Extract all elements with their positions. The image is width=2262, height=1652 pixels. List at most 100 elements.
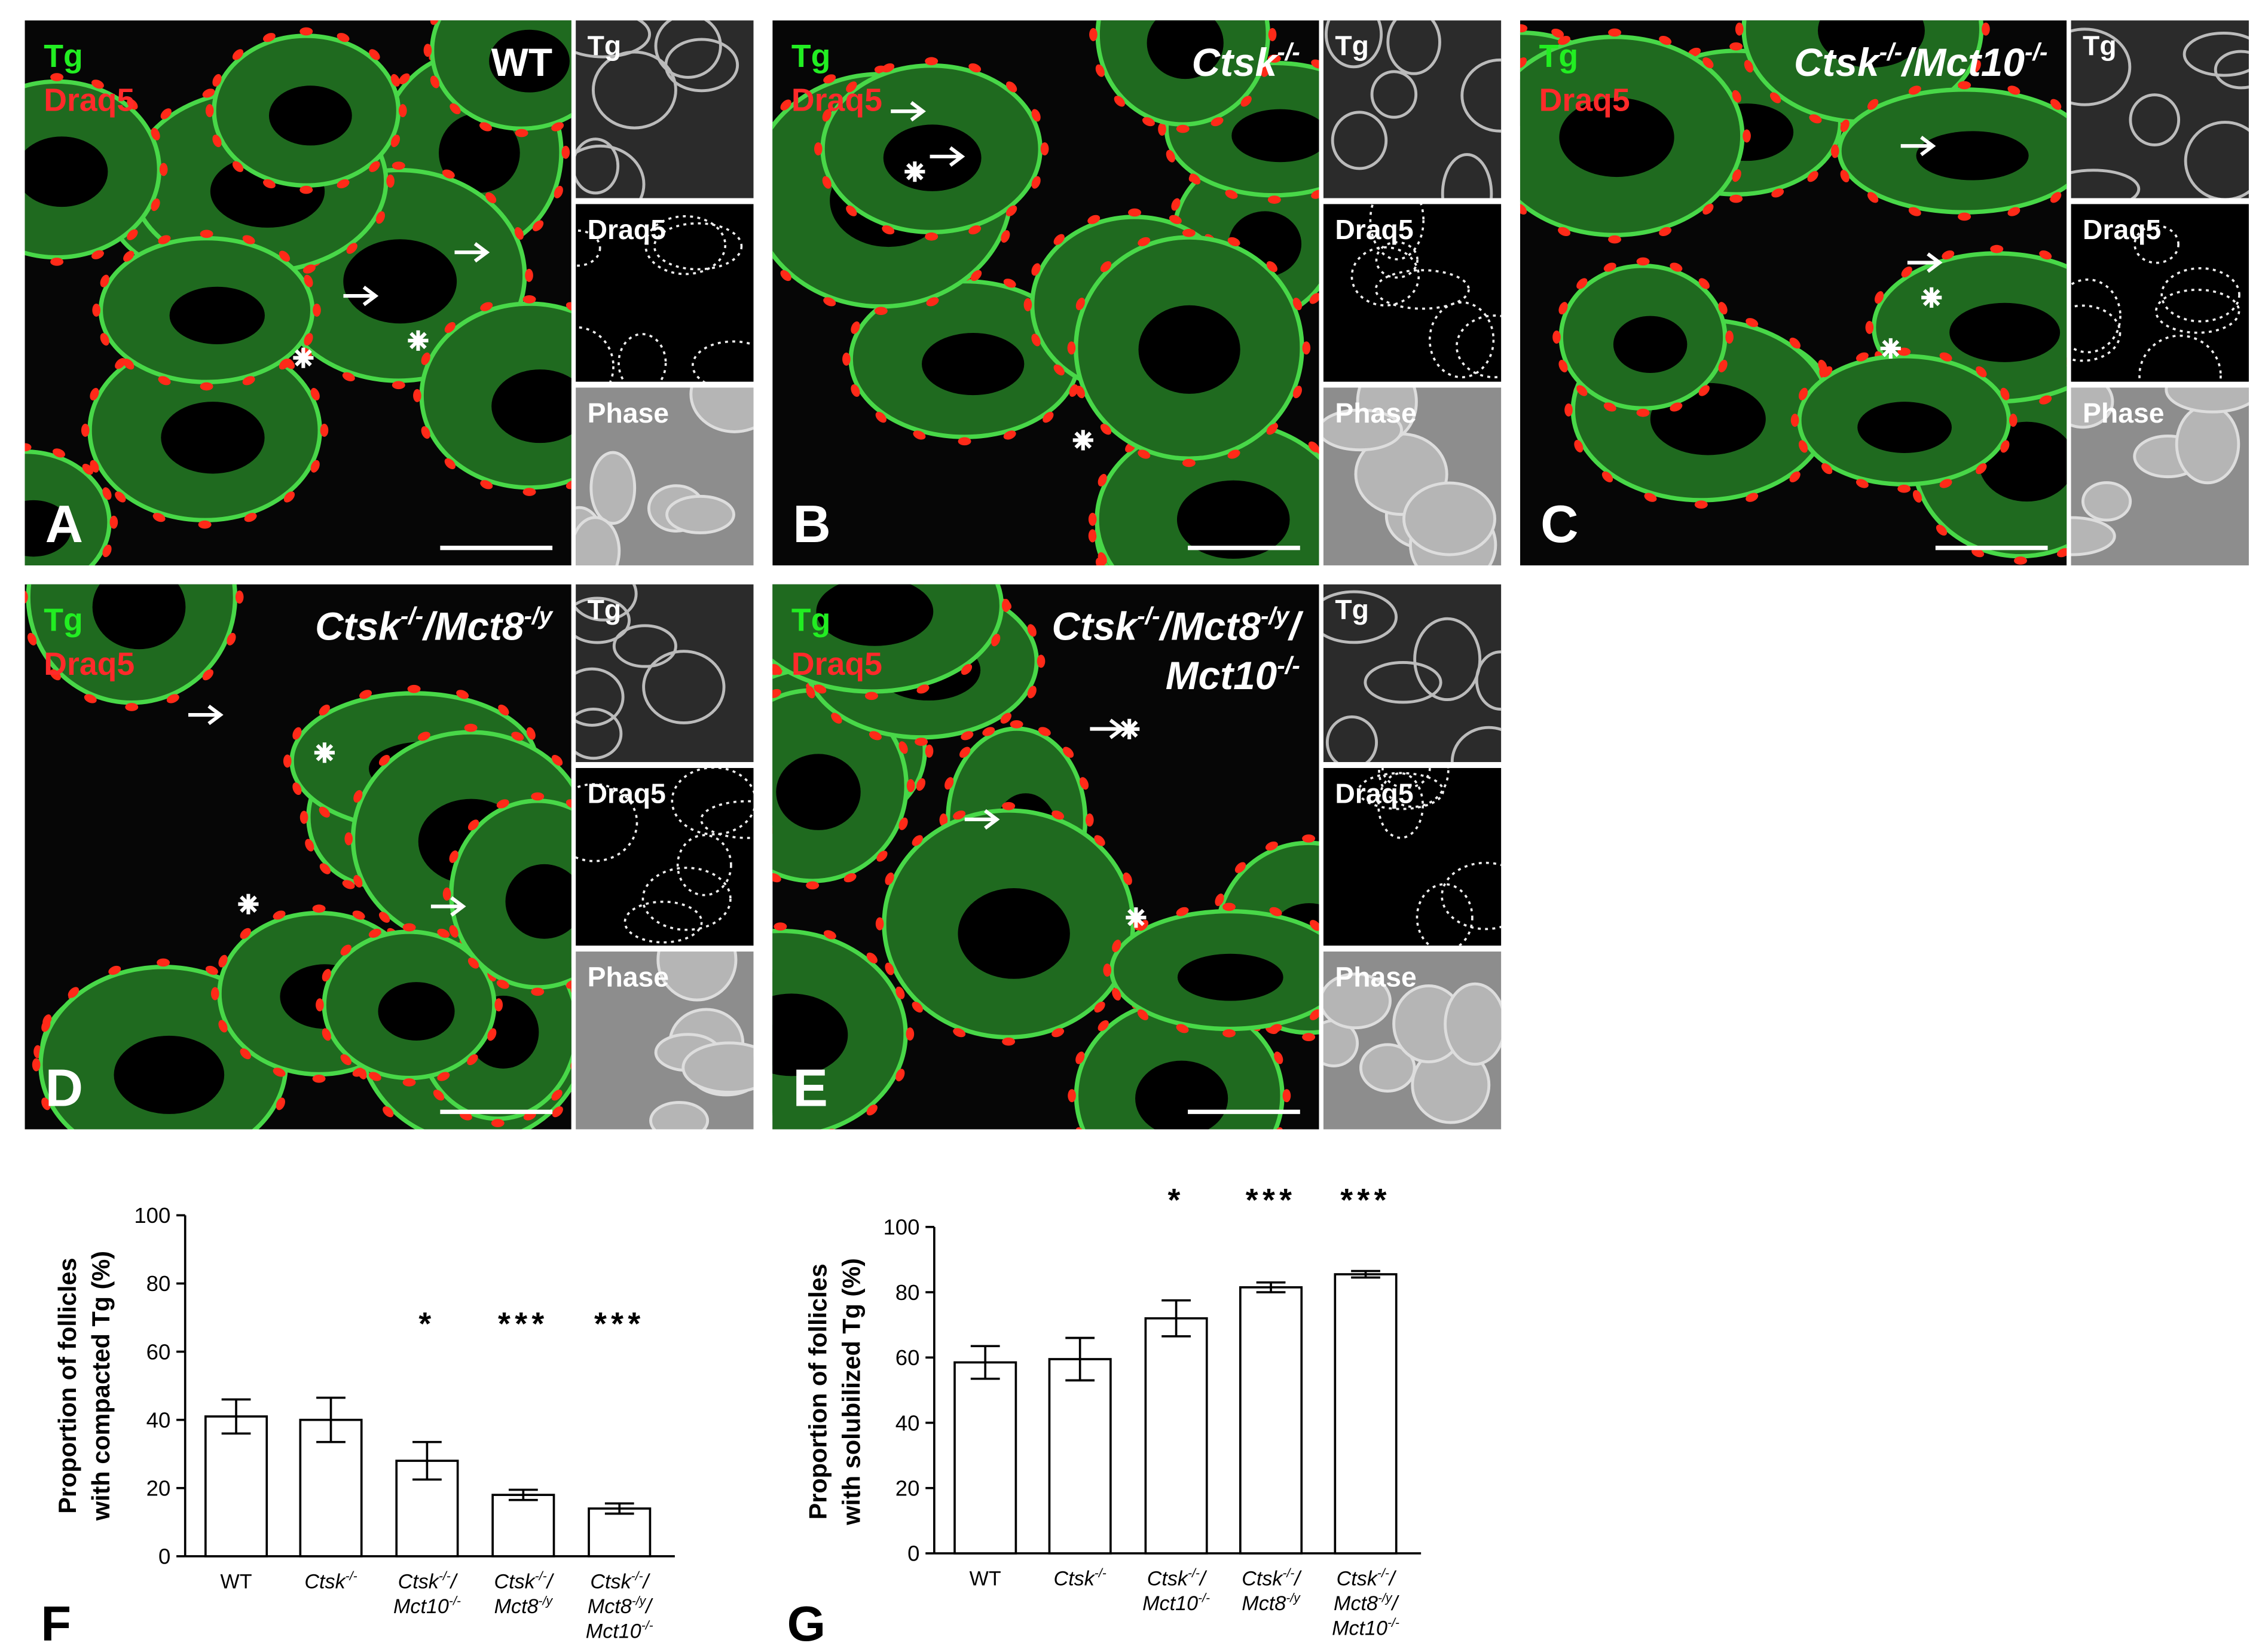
inset-follicle — [2071, 278, 2122, 354]
nucleus — [1702, 203, 1714, 215]
nucleus — [780, 99, 791, 111]
nucleus — [283, 491, 295, 503]
nucleus — [378, 911, 390, 923]
nucleus — [1718, 360, 1728, 372]
nucleus — [882, 63, 895, 73]
inset-label: Tg — [1335, 30, 1369, 62]
label-segment: Mct10 — [586, 1620, 641, 1642]
chart: 0 20 40 60 80 100 Proportion of follicles with … — [787, 1182, 1422, 1651]
follicle-lumen — [25, 500, 72, 557]
nucleus — [423, 44, 432, 57]
inset-follicle — [1323, 408, 1404, 452]
nucleus — [369, 49, 380, 60]
panel-letter: G — [787, 1596, 826, 1651]
y-axis-label: with compacted Tg (%) — [87, 1251, 115, 1521]
nucleus — [496, 799, 509, 809]
nucleus — [1010, 720, 1023, 729]
arrow-marker — [1907, 252, 1943, 273]
inset-follicle — [2214, 50, 2249, 90]
nucleus — [1266, 424, 1277, 435]
nucleus — [1269, 1024, 1282, 1033]
inset-follicle — [2071, 169, 2141, 198]
y-tick-label: 40 — [146, 1408, 171, 1432]
superscript: -/- — [401, 602, 424, 629]
nucleus — [1576, 278, 1588, 289]
nucleus — [1971, 60, 1981, 73]
nucleus — [273, 910, 286, 920]
nucleus — [50, 258, 64, 266]
nucleus — [125, 703, 139, 711]
nucleus — [467, 957, 479, 969]
asterisk-marker — [1880, 338, 1901, 359]
inset-follicle — [671, 767, 754, 836]
nucleus — [912, 835, 923, 846]
nucleus — [958, 437, 971, 446]
inset-label: Tg — [588, 594, 622, 625]
nucleus — [1266, 261, 1277, 273]
x-tick-label: Ctsk-/-/ — [494, 1570, 554, 1593]
inset-follicle — [654, 20, 722, 79]
nucleus — [392, 161, 405, 170]
inset-follicle — [2175, 404, 2240, 485]
nucleus — [494, 998, 503, 1012]
significance-label: *** — [594, 1306, 645, 1342]
nucleus — [383, 1106, 394, 1118]
nucleus — [1088, 512, 1097, 526]
nucleus — [198, 520, 212, 529]
inset-label: Tg — [2083, 30, 2117, 62]
nucleus — [1309, 293, 1319, 304]
nucleus — [310, 388, 320, 400]
error-bar — [316, 1396, 346, 1443]
label-segment: WT — [970, 1568, 1001, 1590]
nucleus — [1732, 169, 1741, 182]
nucleus — [511, 1131, 526, 1144]
nucleus — [322, 969, 331, 982]
inset-follicle — [692, 340, 754, 382]
y-tick-label: 0 — [158, 1544, 170, 1569]
inset-follicle — [2081, 481, 2132, 522]
nucleus — [915, 584, 928, 585]
inset-follicle — [1402, 481, 1497, 556]
superscript: -/- — [2025, 38, 2048, 65]
nucleus — [522, 488, 536, 496]
x-tick-label: Ctsk-/-/ — [590, 1570, 650, 1593]
nucleus — [50, 669, 61, 681]
arrow-marker — [188, 704, 224, 726]
nucleus — [109, 515, 118, 529]
nucleus — [1075, 386, 1085, 399]
inset-background — [576, 20, 754, 198]
error-bar — [1161, 1299, 1191, 1338]
nucleus — [1420, 566, 1432, 581]
nucleus — [1003, 430, 1016, 440]
stain-label-red: Draq5 — [791, 82, 882, 118]
chart: 0 20 40 60 80 100 Proportion of follicles with … — [41, 1203, 675, 1651]
nucleus — [90, 388, 99, 400]
superscript: -/- — [1137, 602, 1160, 629]
nucleus — [340, 1054, 351, 1066]
label-segment: Ctsk — [1242, 1568, 1283, 1590]
significance-label: *** — [1340, 1182, 1391, 1218]
micrograph-inset: Tg — [1323, 584, 1502, 763]
nucleus — [50, 73, 64, 81]
bar — [491, 1494, 555, 1558]
follicle-lumen — [958, 888, 1070, 979]
inset-follicle — [1450, 726, 1502, 763]
asterisk-marker — [408, 330, 429, 351]
nucleus — [390, 134, 401, 148]
nucleus — [322, 1028, 331, 1041]
nucleus — [531, 792, 545, 801]
nucleus — [487, 1028, 497, 1041]
nucleus — [1729, 42, 1743, 51]
label-segment: Mct10 — [1332, 1617, 1387, 1639]
nucleus — [1268, 27, 1277, 41]
label-segment: Ctsk — [590, 1570, 632, 1593]
follicle-lumen — [772, 993, 848, 1076]
label-segment: Ctsk — [1054, 1568, 1096, 1590]
nucleus — [989, 563, 1002, 578]
nucleus — [368, 928, 381, 938]
nucleus — [276, 1097, 285, 1110]
nucleus — [875, 917, 884, 931]
nucleus — [485, 192, 497, 204]
nucleus — [342, 880, 355, 889]
label-segment: Ctsk — [398, 1570, 440, 1593]
